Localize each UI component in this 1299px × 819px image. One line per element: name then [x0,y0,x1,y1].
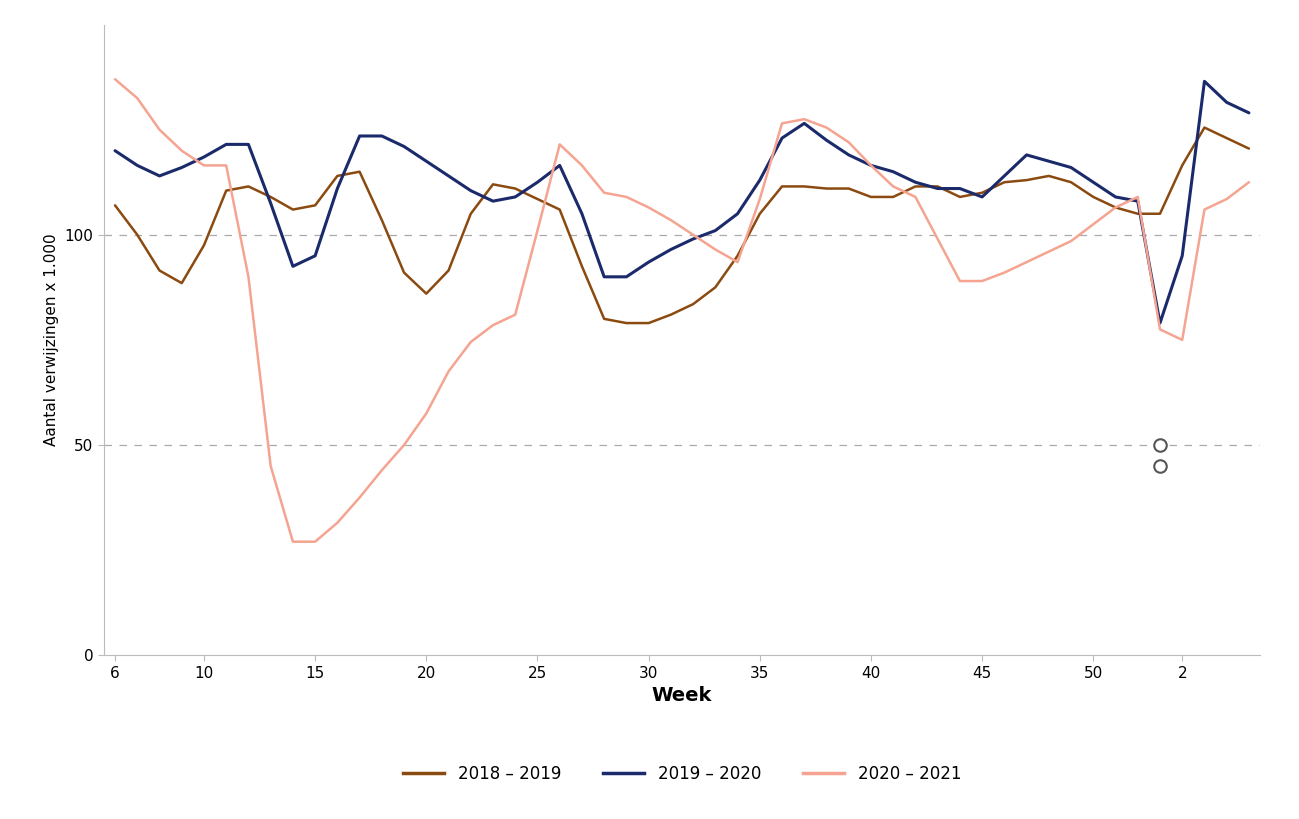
Legend: 2018 – 2019, 2019 – 2020, 2020 – 2021: 2018 – 2019, 2019 – 2020, 2020 – 2021 [396,758,968,790]
Y-axis label: Aantal verwijzingen x 1.000: Aantal verwijzingen x 1.000 [44,233,58,446]
X-axis label: Week: Week [652,686,712,705]
